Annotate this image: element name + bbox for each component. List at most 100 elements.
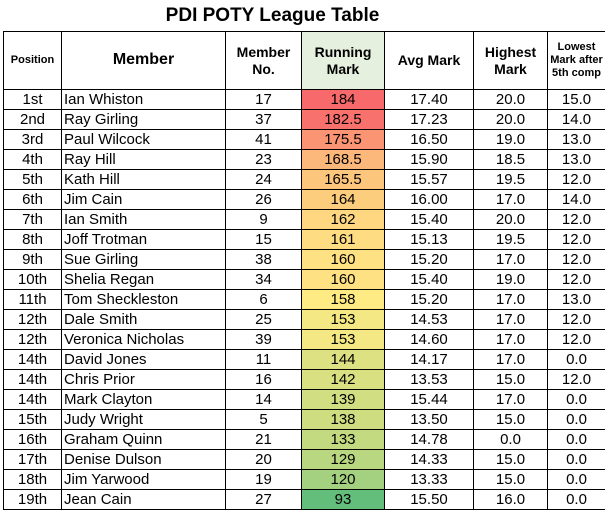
cell-member: Graham Quinn [61, 429, 226, 450]
cell-highest-mark: 20.0 [473, 109, 548, 130]
table-row: 14th Mark Clayton 14 139 15.44 17.0 0.0 [3, 389, 605, 410]
cell-running-mark: 168.5 [301, 149, 385, 170]
cell-highest-mark: 19.0 [473, 269, 548, 290]
cell-avg-mark: 16.00 [384, 189, 474, 210]
table-row: 17th Denise Dulson 20 129 14.33 15.0 0.0 [3, 449, 605, 470]
cell-avg-mark: 15.40 [384, 269, 474, 290]
cell-highest-mark: 19.5 [473, 169, 548, 190]
cell-highest-mark: 15.0 [473, 449, 548, 470]
cell-lowest-mark: 0.0 [547, 409, 605, 430]
cell-position: 18th [3, 469, 62, 490]
cell-member: Chris Prior [61, 369, 226, 390]
cell-running-mark: 162 [301, 209, 385, 230]
cell-member-no: 23 [225, 149, 302, 170]
cell-avg-mark: 15.44 [384, 389, 474, 410]
cell-running-mark: 153 [301, 309, 385, 330]
table-row: 7th Ian Smith 9 162 15.40 20.0 12.0 [3, 209, 605, 230]
cell-member-no: 19 [225, 469, 302, 490]
cell-lowest-mark: 13.0 [547, 149, 605, 170]
cell-avg-mark: 15.57 [384, 169, 474, 190]
cell-member: Denise Dulson [61, 449, 226, 470]
cell-highest-mark: 15.0 [473, 369, 548, 390]
header-member: Member [61, 31, 226, 90]
cell-lowest-mark: 12.0 [547, 369, 605, 390]
header-position: Position [3, 31, 62, 90]
cell-lowest-mark: 12.0 [547, 309, 605, 330]
cell-avg-mark: 13.53 [384, 369, 474, 390]
cell-lowest-mark: 14.0 [547, 109, 605, 130]
cell-member: Dale Smith [61, 309, 226, 330]
header-highest-mark: Highest Mark [473, 31, 548, 90]
cell-member: Ray Girling [61, 109, 226, 130]
cell-position: 7th [3, 209, 62, 230]
cell-position: 12th [3, 329, 62, 350]
cell-member-no: 11 [225, 349, 302, 370]
cell-highest-mark: 17.0 [473, 309, 548, 330]
cell-highest-mark: 19.5 [473, 229, 548, 250]
table-title: PDI POTY League Table [165, 5, 380, 26]
cell-highest-mark: 19.0 [473, 129, 548, 150]
table-row: 10th Shelia Regan 34 160 15.40 19.0 12.0 [3, 269, 605, 290]
cell-running-mark: 161 [301, 229, 385, 250]
table-row: 14th Chris Prior 16 142 13.53 15.0 12.0 [3, 369, 605, 390]
table-row: 1st Ian Whiston 17 184 17.40 20.0 15.0 [3, 89, 605, 110]
cell-position: 17th [3, 449, 62, 470]
cell-member-no: 37 [225, 109, 302, 130]
cell-position: 14th [3, 349, 62, 370]
cell-running-mark: 182.5 [301, 109, 385, 130]
cell-position: 1st [3, 89, 62, 110]
cell-position: 12th [3, 309, 62, 330]
table-row: 16th Graham Quinn 21 133 14.78 0.0 0.0 [3, 429, 605, 450]
cell-lowest-mark: 0.0 [547, 489, 605, 510]
cell-avg-mark: 15.20 [384, 289, 474, 310]
cell-member: Paul Wilcock [61, 129, 226, 150]
header-member-no: Member No. [225, 31, 302, 90]
cell-member-no: 26 [225, 189, 302, 210]
cell-member-no: 16 [225, 369, 302, 390]
cell-running-mark: 164 [301, 189, 385, 210]
cell-running-mark: 139 [301, 389, 385, 410]
cell-lowest-mark: 12.0 [547, 269, 605, 290]
cell-member-no: 21 [225, 429, 302, 450]
table-row: 14th David Jones 11 144 14.17 17.0 0.0 [3, 349, 605, 370]
cell-member: Joff Trotman [61, 229, 226, 250]
table-row: 11th Tom Sheckleston 6 158 15.20 17.0 13.0 [3, 289, 605, 310]
cell-highest-mark: 15.0 [473, 469, 548, 490]
cell-member-no: 9 [225, 209, 302, 230]
cell-member-no: 25 [225, 309, 302, 330]
table-row: 12th Dale Smith 25 153 14.53 17.0 12.0 [3, 309, 605, 330]
cell-position: 19th [3, 489, 62, 510]
cell-running-mark: 133 [301, 429, 385, 450]
cell-member: Ray Hill [61, 149, 226, 170]
cell-member: Jim Cain [61, 189, 226, 210]
cell-highest-mark: 17.0 [473, 249, 548, 270]
cell-running-mark: 160 [301, 249, 385, 270]
cell-lowest-mark: 0.0 [547, 449, 605, 470]
cell-avg-mark: 15.40 [384, 209, 474, 230]
header-running-mark: Running Mark [301, 31, 385, 90]
table-row: 5th Kath Hill 24 165.5 15.57 19.5 12.0 [3, 169, 605, 190]
cell-position: 14th [3, 369, 62, 390]
cell-highest-mark: 20.0 [473, 209, 548, 230]
cell-member-no: 27 [225, 489, 302, 510]
cell-lowest-mark: 0.0 [547, 349, 605, 370]
cell-highest-mark: 15.0 [473, 409, 548, 430]
cell-member: Ian Smith [61, 209, 226, 230]
cell-avg-mark: 13.33 [384, 469, 474, 490]
cell-running-mark: 160 [301, 269, 385, 290]
header-avg-mark: Avg Mark [384, 31, 474, 90]
cell-member-no: 17 [225, 89, 302, 110]
cell-position: 5th [3, 169, 62, 190]
cell-member: Jim Yarwood [61, 469, 226, 490]
cell-running-mark: 129 [301, 449, 385, 470]
cell-lowest-mark: 15.0 [547, 89, 605, 110]
cell-avg-mark: 16.50 [384, 129, 474, 150]
cell-running-mark: 144 [301, 349, 385, 370]
cell-running-mark: 120 [301, 469, 385, 490]
cell-avg-mark: 15.50 [384, 489, 474, 510]
cell-member-no: 41 [225, 129, 302, 150]
cell-member-no: 20 [225, 449, 302, 470]
cell-running-mark: 138 [301, 409, 385, 430]
cell-member-no: 38 [225, 249, 302, 270]
cell-position: 8th [3, 229, 62, 250]
